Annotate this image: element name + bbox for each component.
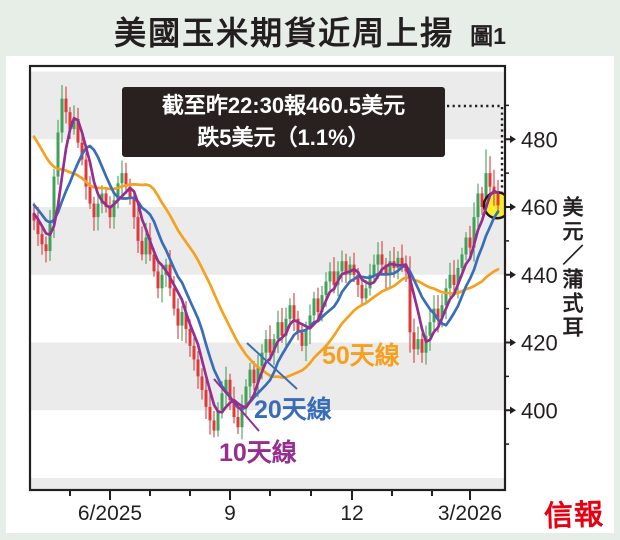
- price-annotation: 截至昨22:30報460.5美元 跌5美元（1.1%）: [122, 87, 445, 157]
- svg-text:460: 460: [521, 195, 558, 220]
- hkej-logo: 信報: [543, 498, 605, 534]
- annotation-line1: 截至昨22:30報460.5美元: [161, 93, 406, 118]
- svg-text:6/2025: 6/2025: [78, 502, 142, 525]
- figure-number-label: 圖1: [470, 23, 506, 49]
- ma10-label: 10天線: [219, 439, 297, 467]
- ma20-label: 20天線: [254, 396, 332, 424]
- title-row: 美國玉米期貨近周上揚 圖1: [0, 6, 620, 56]
- annotation-line2: 跌5美元（1.1%）: [197, 125, 370, 150]
- svg-text:480: 480: [521, 127, 558, 152]
- svg-text:440: 440: [521, 263, 558, 288]
- y-axis-unit-label: 美元／蒲式耳: [560, 196, 583, 340]
- svg-text:12: 12: [340, 502, 363, 525]
- svg-text:420: 420: [521, 331, 558, 356]
- ma50-label: 50天線: [322, 342, 400, 370]
- page-title: 美國玉米期貨近周上揚: [114, 15, 455, 51]
- svg-text:9: 9: [224, 502, 236, 525]
- svg-text:3/2026: 3/2026: [438, 502, 502, 525]
- svg-text:400: 400: [521, 398, 558, 423]
